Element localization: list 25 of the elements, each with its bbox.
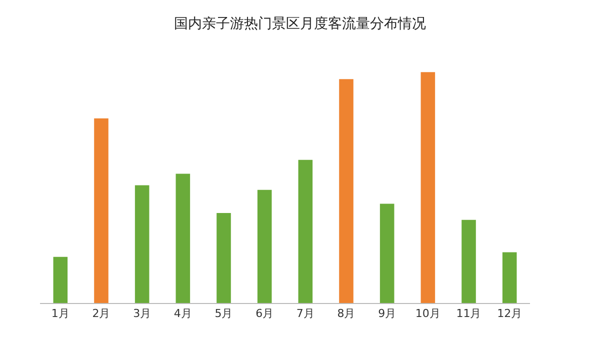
bar — [420, 72, 436, 303]
x-tick-label: 7月 — [296, 307, 314, 320]
bar — [53, 256, 68, 303]
x-tick-label: 3月 — [133, 307, 152, 320]
x-tick-label: 10月 — [415, 307, 440, 320]
chart-title: 国内亲子游热门景区月度客流量分布情况 — [174, 16, 426, 32]
bar — [339, 79, 354, 303]
x-tick-label: 1月 — [51, 307, 70, 320]
x-tick-label: 8月 — [337, 307, 356, 320]
x-tick-label: 6月 — [256, 307, 274, 320]
bar — [502, 252, 517, 303]
x-tick-label: 2月 — [92, 307, 110, 320]
bar — [134, 185, 150, 303]
x-tick-label: 9月 — [378, 307, 396, 320]
bar — [298, 160, 313, 303]
x-tick-label: 5月 — [214, 307, 233, 320]
bar — [257, 190, 272, 303]
bar — [216, 212, 231, 303]
x-tick-label: 12月 — [497, 307, 522, 320]
x-tick-label: 4月 — [174, 307, 192, 320]
x-tick-label: 11月 — [456, 307, 482, 320]
bar — [94, 118, 108, 303]
bar — [462, 220, 476, 303]
bar — [380, 204, 394, 303]
bar — [176, 174, 190, 303]
